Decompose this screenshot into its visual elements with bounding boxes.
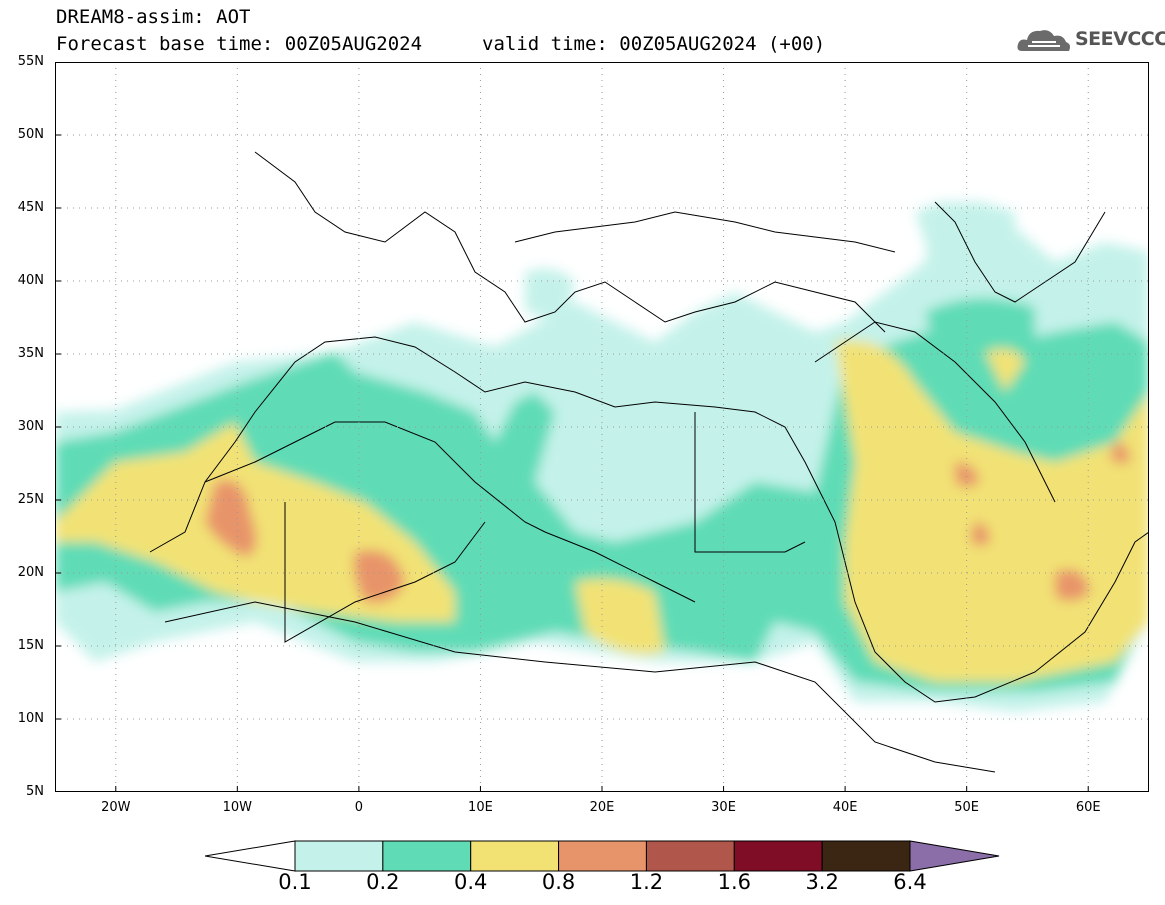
lon-label: 0 bbox=[354, 800, 364, 815]
lat-label: 5N bbox=[26, 784, 44, 799]
colorbar-underflow bbox=[205, 840, 296, 872]
colorbar bbox=[205, 840, 1000, 872]
lon-label: 30E bbox=[711, 800, 736, 815]
lat-label: 25N bbox=[17, 492, 44, 507]
lat-label: 20N bbox=[17, 565, 44, 580]
lon-label: 50E bbox=[954, 800, 980, 815]
lon-label: 40E bbox=[832, 800, 858, 815]
lat-label: 15N bbox=[17, 638, 44, 653]
lon-label: 10E bbox=[468, 800, 493, 815]
lat-label: 30N bbox=[17, 419, 44, 434]
chart-title: DREAM8-assim: AOT bbox=[56, 6, 251, 28]
lon-label: 10W bbox=[222, 800, 253, 815]
aot-field bbox=[55, 202, 1149, 712]
colorbar-label: 1.6 bbox=[717, 870, 751, 894]
graticule bbox=[55, 62, 1149, 792]
base-time: Forecast base time: 00Z05AUG2024 bbox=[56, 33, 423, 55]
lat-label: 45N bbox=[17, 200, 44, 215]
lat-label: 50N bbox=[17, 127, 44, 142]
colorbar-label: 0.2 bbox=[366, 870, 400, 894]
lat-label: 40N bbox=[17, 273, 44, 288]
colorbar-overflow bbox=[909, 840, 1000, 872]
lat-label: 35N bbox=[17, 346, 44, 361]
colorbar-label: 3.2 bbox=[805, 870, 839, 894]
colorbar-segment bbox=[294, 840, 384, 872]
aot-map bbox=[55, 62, 1149, 792]
lon-label: 60E bbox=[1075, 800, 1101, 815]
colorbar-segment bbox=[382, 840, 472, 872]
lat-label: 10N bbox=[17, 711, 44, 726]
logo-text: SEEVCCC bbox=[1075, 28, 1165, 50]
lon-label: 20W bbox=[101, 800, 131, 815]
colorbar-label: 1.2 bbox=[629, 870, 664, 894]
colorbar-segment bbox=[558, 840, 647, 872]
lon-label: 20E bbox=[589, 800, 615, 815]
colorbar-segment bbox=[733, 840, 823, 872]
colorbar-label: 6.4 bbox=[893, 870, 927, 894]
colorbar-label: 0.1 bbox=[278, 870, 312, 894]
colorbar-label: 0.8 bbox=[541, 870, 576, 894]
colorbar-segment bbox=[470, 840, 560, 872]
colorbar-label: 0.4 bbox=[454, 870, 488, 894]
lat-label: 55N bbox=[17, 54, 44, 69]
coastlines bbox=[149, 151, 1149, 773]
valid-time: valid time: 00Z05AUG2024 (+00) bbox=[482, 33, 826, 55]
colorbar-segment bbox=[645, 840, 735, 872]
colorbar-segment bbox=[821, 840, 911, 872]
cloud-icon bbox=[1017, 30, 1070, 51]
